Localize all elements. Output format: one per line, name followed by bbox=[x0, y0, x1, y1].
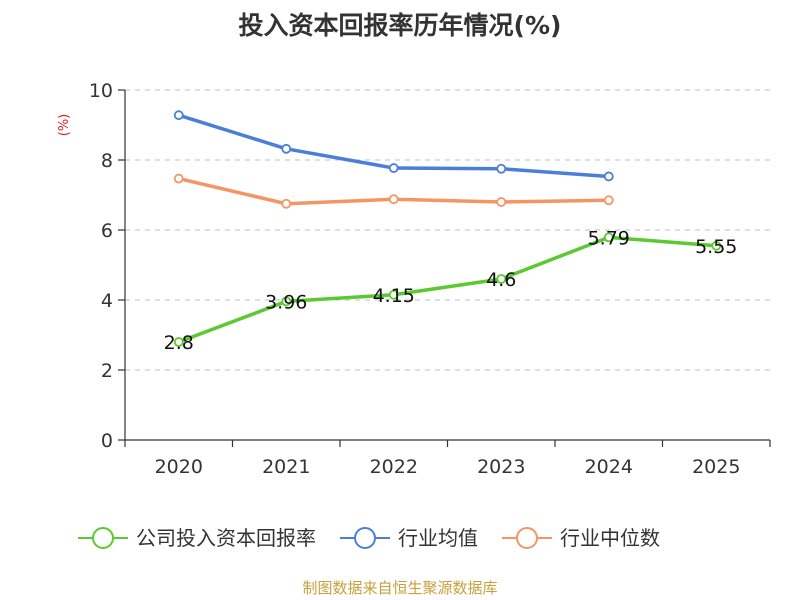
x-tick-label: 2020 bbox=[155, 456, 203, 478]
series-line bbox=[178, 235, 717, 344]
chart-title: 投入资本回报率历年情况(%) bbox=[238, 11, 562, 40]
data-point[interactable] bbox=[173, 110, 184, 121]
data-point[interactable] bbox=[711, 240, 722, 251]
data-point[interactable] bbox=[496, 163, 507, 174]
data-point[interactable] bbox=[281, 143, 292, 154]
data-point[interactable] bbox=[496, 274, 507, 284]
y-tick-label: 4 bbox=[101, 290, 113, 312]
series-2 bbox=[173, 173, 614, 209]
source-note: 制图数据来自恒生聚源数据库 bbox=[302, 579, 498, 597]
data-point[interactable] bbox=[496, 197, 507, 207]
legend-marker-icon bbox=[354, 527, 376, 549]
data-point[interactable] bbox=[603, 195, 614, 206]
x-tick-label: 2023 bbox=[477, 456, 525, 478]
x-tick-label: 2021 bbox=[262, 456, 310, 478]
data-point[interactable] bbox=[173, 337, 184, 347]
series-layer: 2.8 3.96 4.15 4.6 5.79 5.55 bbox=[164, 110, 738, 354]
data-label: 3.96 bbox=[265, 291, 307, 313]
legend-marker-icon bbox=[92, 527, 114, 549]
data-point[interactable] bbox=[603, 232, 614, 243]
series-0: 2.8 3.96 4.15 4.6 5.79 5.55 bbox=[164, 227, 738, 354]
data-label: 5.55 bbox=[695, 236, 737, 258]
y-tick-label: 2 bbox=[101, 360, 113, 382]
data-label: 2.8 bbox=[164, 332, 194, 354]
y-tick-label: 0 bbox=[101, 430, 113, 452]
y-tick-label: 6 bbox=[101, 220, 113, 242]
data-label: 4.15 bbox=[373, 285, 415, 307]
y-tick-label: 8 bbox=[101, 150, 113, 172]
data-point[interactable] bbox=[173, 173, 184, 184]
grid-lines bbox=[125, 89, 770, 371]
data-point[interactable] bbox=[388, 194, 399, 205]
legend-item-0[interactable]: 公司投入资本回报率 bbox=[78, 526, 316, 550]
axes: 0 2 4 6 8 10 2020 2021 2022 2023 2024 2025 bbox=[89, 80, 771, 478]
legend-label: 公司投入资本回报率 bbox=[136, 526, 316, 550]
x-tick-label: 2025 bbox=[692, 456, 740, 478]
data-point[interactable] bbox=[603, 171, 614, 182]
data-point[interactable] bbox=[281, 198, 292, 209]
data-point[interactable] bbox=[388, 163, 399, 173]
legend-item-2[interactable]: 行业中位数 bbox=[502, 526, 660, 550]
legend-label: 行业均值 bbox=[398, 526, 478, 550]
legend-marker-icon bbox=[516, 527, 538, 549]
x-tick-label: 2022 bbox=[370, 456, 418, 478]
data-point[interactable] bbox=[281, 296, 292, 307]
x-tick-label: 2024 bbox=[585, 456, 633, 478]
series-1 bbox=[173, 110, 614, 182]
y-axis-label: (%) bbox=[57, 114, 72, 137]
legend[interactable]: 公司投入资本回报率 行业均值 行业中位数 bbox=[78, 526, 660, 550]
legend-label: 行业中位数 bbox=[560, 526, 660, 550]
legend-item-1[interactable]: 行业均值 bbox=[340, 526, 478, 550]
data-point[interactable] bbox=[388, 289, 399, 300]
data-label: 5.79 bbox=[588, 227, 630, 249]
y-tick-label: 10 bbox=[89, 80, 113, 102]
data-label: 4.6 bbox=[486, 269, 516, 291]
